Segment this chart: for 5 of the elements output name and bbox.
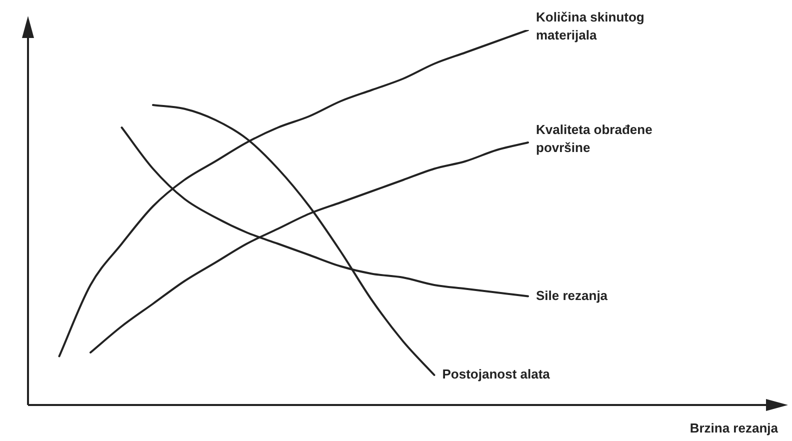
x-axis-title: Brzina rezanja: [690, 420, 779, 436]
series-label: Sile rezanja: [536, 288, 608, 303]
series-label: Postojanost alata: [442, 366, 551, 382]
series-label: Količina skinutog materijala: [536, 10, 644, 43]
series-label: Kvaliteta obrađene površine: [536, 122, 652, 156]
